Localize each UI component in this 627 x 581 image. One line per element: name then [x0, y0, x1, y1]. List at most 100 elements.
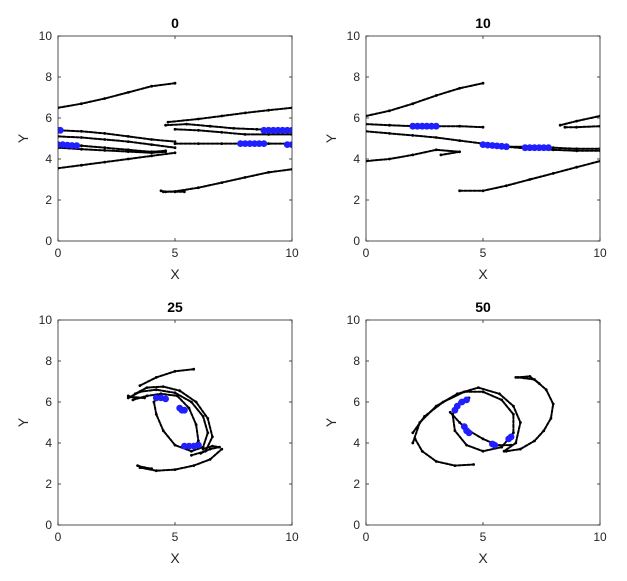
- y-axis-label: Y: [323, 417, 339, 427]
- data-point: [453, 429, 457, 433]
- data-point: [201, 415, 205, 418]
- data-point: [138, 384, 142, 387]
- data-point: [154, 412, 158, 416]
- data-point: [190, 400, 193, 404]
- data-point: [481, 189, 485, 193]
- y-tick-label: 10: [39, 313, 53, 327]
- data-point: [131, 398, 135, 402]
- y-tick-label: 4: [353, 152, 360, 166]
- highlight-marker: [162, 395, 170, 403]
- x-tick-label: 5: [172, 246, 179, 260]
- data-point: [159, 189, 163, 193]
- data-point: [519, 447, 522, 451]
- data-point: [154, 376, 158, 379]
- filament-curve: [58, 82, 176, 109]
- data-point: [558, 123, 562, 127]
- highlight-marker: [73, 142, 81, 150]
- data-point: [145, 394, 149, 398]
- x-tick-label: 10: [593, 246, 607, 260]
- filament-curve: [174, 128, 292, 136]
- data-point: [267, 142, 270, 146]
- y-tick-label: 8: [45, 70, 52, 84]
- data-point: [220, 181, 224, 185]
- highlight-marker: [465, 429, 473, 437]
- panel-title: 25: [167, 299, 183, 315]
- highlight-marker: [241, 140, 249, 148]
- data-point: [154, 469, 158, 473]
- highlight-marker: [288, 126, 292, 134]
- data-point: [575, 119, 578, 123]
- x-tick-label: 0: [363, 246, 370, 260]
- highlight-marker: [283, 126, 291, 134]
- data-point: [434, 404, 438, 408]
- filament-curve: [366, 82, 484, 117]
- panel-title: 50: [475, 299, 491, 315]
- data-point: [150, 154, 154, 158]
- filament-curve: [167, 106, 292, 124]
- y-tick-label: 0: [45, 234, 52, 248]
- data-point: [420, 449, 424, 453]
- data-point: [129, 395, 132, 399]
- data-point: [481, 81, 485, 85]
- data-point: [143, 396, 147, 400]
- data-point: [173, 391, 177, 395]
- data-point: [187, 406, 191, 410]
- data-point: [201, 445, 205, 449]
- data-point: [411, 153, 415, 157]
- data-point: [575, 147, 578, 151]
- data-point: [197, 142, 200, 146]
- data-point: [537, 382, 541, 385]
- y-tick-label: 4: [353, 436, 360, 450]
- data-point: [150, 84, 154, 88]
- panel-3: 0 5 10 0 2 4 6 8 10 50 X Y: [323, 299, 607, 566]
- highlight-marker: [181, 406, 188, 414]
- highlight-marker: [195, 441, 202, 449]
- highlight-marker: [531, 144, 538, 152]
- data-point: [80, 144, 83, 148]
- y-tick-label: 2: [45, 193, 52, 207]
- data-point: [500, 445, 504, 449]
- data-point: [126, 150, 130, 154]
- data-point: [150, 151, 154, 155]
- data-point: [549, 417, 553, 420]
- data-layer: [411, 375, 555, 467]
- data-point: [267, 133, 270, 136]
- data-point: [243, 176, 247, 179]
- data-point: [173, 468, 177, 471]
- data-point: [434, 94, 438, 97]
- y-tick-label: 2: [353, 193, 360, 207]
- data-point: [194, 400, 198, 404]
- x-tick-label: 10: [285, 246, 299, 260]
- filament-curve: [411, 386, 522, 453]
- data-point: [103, 138, 107, 141]
- data-point: [514, 376, 518, 379]
- data-point: [481, 125, 485, 129]
- filament-curve: [563, 125, 600, 129]
- data-point: [388, 157, 391, 161]
- data-point: [173, 146, 177, 150]
- data-point: [575, 149, 578, 153]
- data-point: [150, 138, 154, 141]
- highlight-marker: [152, 394, 160, 402]
- y-axis-label: Y: [15, 133, 31, 143]
- data-point: [197, 439, 200, 443]
- data-point: [190, 453, 193, 457]
- data-point: [175, 394, 179, 398]
- data-point: [192, 464, 196, 467]
- data-point: [80, 147, 83, 151]
- highlight-marker: [246, 140, 254, 148]
- x-axis-label: X: [170, 550, 180, 566]
- highlight-marker: [503, 143, 510, 151]
- data-point: [199, 451, 203, 455]
- data-point: [575, 165, 578, 169]
- data-point: [458, 421, 461, 424]
- data-point: [206, 417, 210, 420]
- data-point: [514, 441, 518, 445]
- data-point: [103, 97, 107, 100]
- filament-curve: [58, 129, 176, 143]
- filament-curve: [58, 151, 176, 170]
- data-point: [143, 466, 147, 469]
- data-point: [190, 449, 193, 453]
- data-point: [197, 128, 200, 132]
